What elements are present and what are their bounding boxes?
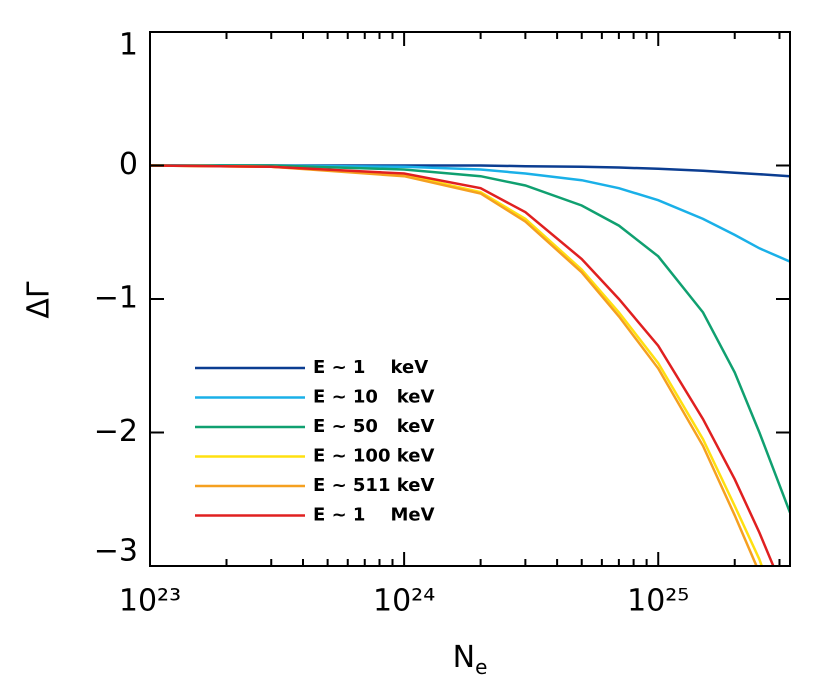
series-line	[150, 164, 790, 514]
series-line	[150, 164, 790, 263]
series-line	[150, 164, 758, 566]
plot-area	[150, 164, 790, 566]
x-tick-label: 10²⁴	[373, 584, 435, 619]
y-tick-label: −3	[94, 534, 138, 569]
y-tick-label: 0	[119, 147, 138, 182]
legend-label: E ~ 10 keV	[313, 387, 434, 408]
y-axis-label: ΔΓ	[22, 281, 57, 319]
x-axis-label-main: N	[453, 640, 475, 675]
y-tick-label: −2	[94, 414, 138, 449]
series-line	[150, 164, 775, 566]
x-axis-label: Ne	[453, 640, 488, 679]
x-tick-label: 10²³	[119, 584, 181, 619]
y-tick-label: −1	[94, 281, 138, 316]
legend-label: E ~ 1 MeV	[313, 505, 435, 526]
x-axis-label-sub: e	[475, 655, 487, 679]
legend-label: E ~ 50 keV	[313, 416, 434, 437]
x-tick-label: 10²⁵	[627, 584, 689, 619]
legend-label: E ~ 511 keV	[313, 475, 434, 496]
legend-label: E ~ 1 keV	[313, 357, 428, 378]
y-tick-label: 1	[119, 28, 138, 63]
legend-label: E ~ 100 keV	[313, 446, 434, 467]
